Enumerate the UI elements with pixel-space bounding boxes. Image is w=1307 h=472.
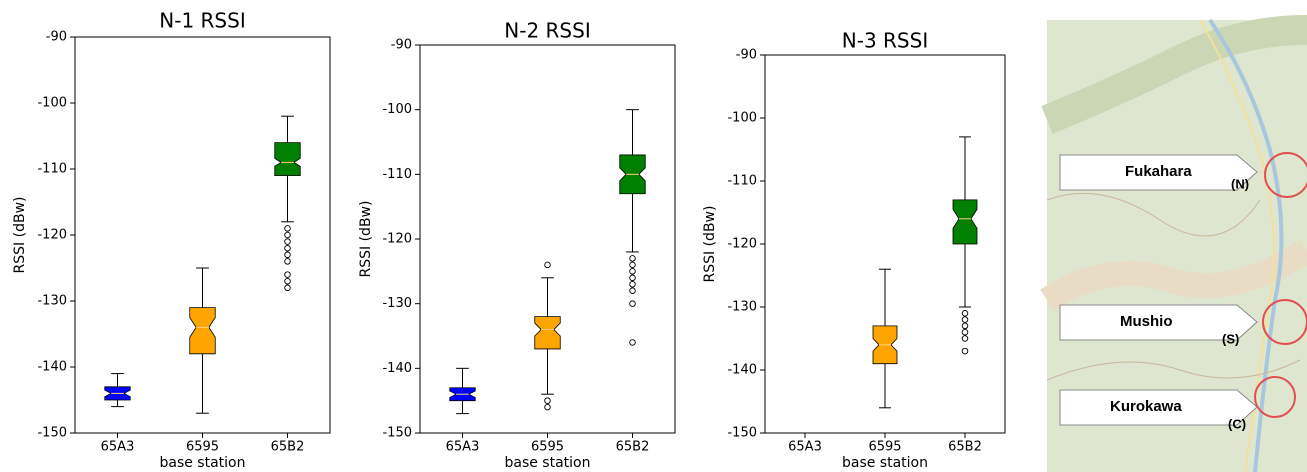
map-label: Fukahara	[1125, 163, 1192, 180]
box	[275, 143, 301, 176]
flier	[630, 275, 636, 281]
map-tag: (N)	[1231, 176, 1249, 191]
y-tick-label: -120	[727, 237, 757, 252]
flier	[285, 259, 291, 265]
x-tick-label: 65B2	[616, 440, 650, 455]
y-tick-label: -150	[382, 426, 412, 441]
flier	[630, 269, 636, 275]
map-tag: (S)	[1222, 331, 1239, 346]
x-tick-label: 65A3	[788, 440, 822, 455]
figure: Fukahara Mushio Kurokawa (N) (S) (C) N-1…	[0, 0, 1307, 472]
flier	[545, 262, 551, 268]
flier	[285, 272, 291, 278]
map-label: Mushio	[1120, 313, 1173, 330]
y-tick-label: -90	[736, 48, 757, 63]
flier	[962, 329, 968, 335]
y-tick-label: -140	[37, 360, 67, 375]
y-tick-label: -140	[382, 361, 412, 376]
flier	[285, 245, 291, 251]
box	[190, 308, 216, 354]
y-tick-label: -120	[37, 228, 67, 243]
map: Fukahara Mushio Kurokawa (N) (S) (C)	[1047, 20, 1307, 472]
flier	[545, 398, 551, 404]
x-tick-label: 6595	[186, 440, 219, 455]
y-tick-label: -130	[37, 294, 67, 309]
chart-title: N-3 RSSI	[842, 29, 928, 53]
x-axis-label: base station	[159, 455, 245, 471]
x-tick-label: 65A3	[446, 440, 480, 455]
flier	[962, 348, 968, 354]
y-tick-label: -140	[727, 363, 757, 378]
x-tick-label: 65B2	[271, 440, 305, 455]
box	[953, 200, 977, 244]
y-tick-label: -90	[46, 30, 67, 45]
flier	[630, 301, 636, 307]
flier	[285, 278, 291, 284]
y-tick-label: -120	[382, 232, 412, 247]
flier	[630, 281, 636, 287]
y-axis-label: RSSI (dBw)	[702, 206, 718, 283]
flier	[630, 256, 636, 262]
flier	[285, 239, 291, 245]
y-axis-label: RSSI (dBw)	[358, 201, 374, 278]
y-tick-label: -110	[37, 162, 67, 177]
flier	[962, 317, 968, 323]
flier	[285, 252, 291, 258]
y-tick-label: -150	[37, 426, 67, 441]
y-tick-label: -90	[391, 38, 412, 53]
x-tick-label: 65A3	[101, 440, 135, 455]
flier	[285, 285, 291, 291]
flier	[285, 232, 291, 238]
y-tick-label: -100	[727, 111, 757, 126]
chart-title: N-2 RSSI	[504, 19, 590, 43]
flier	[962, 311, 968, 317]
y-tick-label: -110	[727, 174, 757, 189]
box	[535, 317, 561, 349]
x-tick-label: 65B2	[948, 440, 982, 455]
y-tick-label: -150	[727, 426, 757, 441]
page: Fukahara Mushio Kurokawa (N) (S) (C) N-1…	[0, 0, 1307, 472]
y-axis-label: RSSI (dBw)	[12, 197, 28, 274]
flier	[630, 340, 636, 346]
x-axis-label: base station	[842, 455, 928, 471]
x-tick-label: 6595	[868, 440, 901, 455]
y-tick-label: -110	[382, 167, 412, 182]
flier	[630, 262, 636, 268]
flier	[962, 323, 968, 329]
y-tick-label: -130	[727, 300, 757, 315]
y-tick-label: -130	[382, 296, 412, 311]
y-tick-label: -100	[382, 102, 412, 117]
map-label: Kurokawa	[1110, 398, 1182, 415]
flier	[545, 404, 551, 410]
map-tag: (C)	[1228, 416, 1246, 431]
flier	[962, 336, 968, 342]
x-axis-label: base station	[504, 455, 590, 471]
y-tick-label: -100	[37, 96, 67, 111]
chart-title: N-1 RSSI	[159, 9, 245, 33]
x-tick-label: 6595	[531, 440, 564, 455]
flier	[630, 288, 636, 294]
flier	[285, 226, 291, 232]
